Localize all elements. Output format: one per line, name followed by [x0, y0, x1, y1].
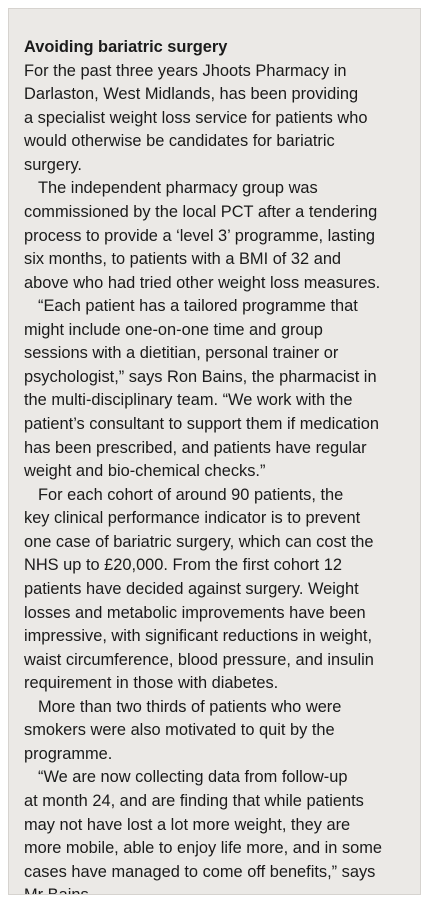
text-line: sessions with a dietitian, personal trai…: [24, 344, 339, 363]
text-line: losses and metabolic improvements have b…: [24, 603, 366, 622]
text-line: For the past three years Jhoots Pharmacy…: [24, 61, 347, 80]
text-line: one case of bariatric surgery, which can…: [24, 532, 374, 551]
text-line: “Each patient has a tailored programme t…: [38, 297, 358, 316]
text-line: impressive, with significant reductions …: [24, 627, 372, 646]
text-line: NHS up to £20,000. From the first cohort…: [24, 556, 342, 575]
sidebar-box: Avoiding bariatric surgery For the past …: [8, 8, 421, 895]
text-line: patient’s consultant to support them if …: [24, 415, 380, 433]
text-line: process to provide a ‘level 3’ programme…: [24, 226, 376, 245]
text-line: might include one-on-one time and group: [24, 320, 323, 339]
text-line: cases have managed to come off benefits,…: [24, 862, 376, 881]
text-line: More than two thirds of patients who wer…: [38, 697, 342, 716]
text-line: programme.: [24, 744, 113, 763]
text-line: would otherwise be candidates for bariat…: [24, 132, 335, 151]
text-line: Darlaston, West Midlands, has been provi…: [24, 85, 359, 104]
text-line: psychologist,” says Ron Bains, the pharm…: [24, 367, 377, 386]
text-line: may not have lost a lot more weight, the…: [24, 815, 351, 834]
text-line: more mobile, able to enjoy life more, an…: [24, 839, 383, 858]
text-line: weight and bio-chemical checks.”: [24, 462, 266, 481]
sidebar-content: Avoiding bariatric surgery For the past …: [24, 36, 383, 894]
text-line: “We are now collecting data from follow-…: [38, 768, 348, 787]
sidebar-title: Avoiding bariatric surgery: [24, 38, 228, 56]
text-line: surgery.: [24, 155, 82, 174]
text-line: patients have decided against surgery. W…: [24, 579, 359, 598]
text-line: Mr Bains.: [24, 884, 382, 894]
text-line: smokers were also motivated to quit by t…: [24, 721, 335, 740]
text-line: at month 24, and are finding that while …: [24, 792, 364, 810]
text-line: key clinical performance indicator is to…: [24, 509, 361, 528]
text-line: waist circumference, blood pressure, and…: [24, 650, 374, 669]
text-line: commissioned by the local PCT after a te…: [24, 202, 378, 221]
text-line: has been prescribed, and patients have r…: [24, 438, 367, 457]
text-line: The independent pharmacy group was: [38, 179, 318, 198]
text-line: requirement in those with diabetes.: [24, 674, 279, 693]
text-line: six months, to patients with a BMI of 32…: [24, 250, 342, 269]
text-line: a specialist weight loss service for pat…: [24, 108, 368, 127]
text-line: the multi-disciplinary team. “We work wi…: [24, 391, 353, 410]
text-line: For each cohort of around 90 patients, t…: [38, 485, 344, 504]
text-line: above who had tried other weight loss me…: [24, 273, 381, 292]
